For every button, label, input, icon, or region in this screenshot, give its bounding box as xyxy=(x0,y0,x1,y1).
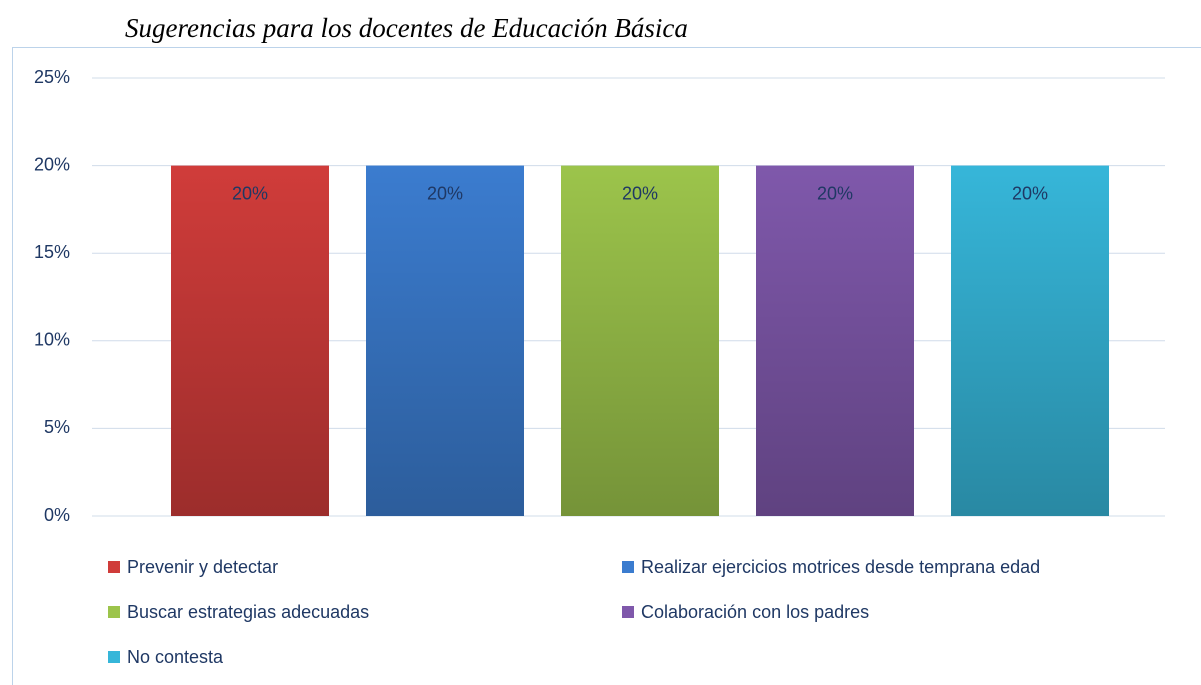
y-tick-label: 5% xyxy=(44,417,70,437)
y-tick-label: 10% xyxy=(34,330,70,350)
bar-shade xyxy=(171,165,329,516)
legend-swatch xyxy=(108,606,120,618)
legend-label: Colaboración con los padres xyxy=(641,602,869,622)
legend-label: No contesta xyxy=(127,647,224,667)
title-backdrop xyxy=(110,12,810,46)
chart-frame xyxy=(12,47,1201,685)
data-label: 20% xyxy=(1012,183,1048,203)
legend-swatch xyxy=(622,561,634,573)
legend-swatch xyxy=(622,606,634,618)
y-tick-label: 15% xyxy=(34,242,70,262)
legend-label: Prevenir y detectar xyxy=(127,557,278,577)
y-tick-label: 25% xyxy=(34,67,70,87)
data-label: 20% xyxy=(817,183,853,203)
legend-swatch xyxy=(108,561,120,573)
data-label: 20% xyxy=(232,183,268,203)
bar-shade xyxy=(366,165,524,516)
bar-shade xyxy=(951,165,1109,516)
data-label: 20% xyxy=(427,183,463,203)
legend-swatch xyxy=(108,651,120,663)
legend-label: Realizar ejercicios motrices desde tempr… xyxy=(641,557,1040,577)
y-tick-label: 0% xyxy=(44,505,70,525)
data-label: 20% xyxy=(622,183,658,203)
bar-shade xyxy=(756,165,914,516)
legend-label: Buscar estrategias adecuadas xyxy=(127,602,369,622)
bar-shade xyxy=(561,165,719,516)
chart-title: Sugerencias para los docentes de Educaci… xyxy=(125,13,688,43)
y-tick-label: 20% xyxy=(34,154,70,174)
